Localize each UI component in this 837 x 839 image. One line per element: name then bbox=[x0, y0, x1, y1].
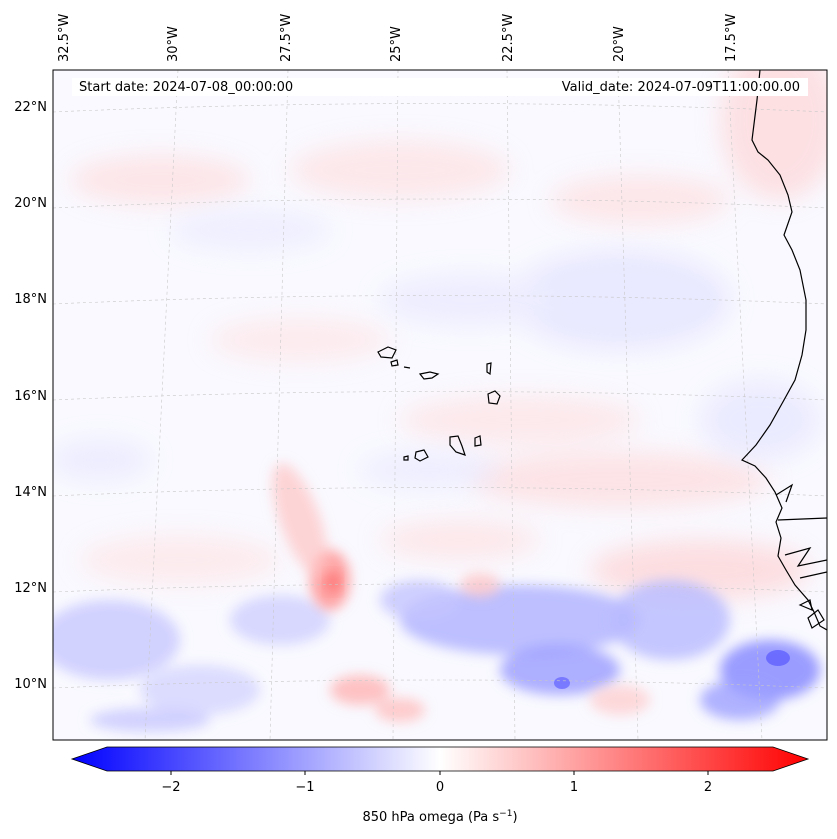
island-santo-antao bbox=[377, 346, 397, 359]
island-sao-vicente bbox=[390, 359, 399, 367]
colorbar: −2 −1 0 1 2 850 hPa omega (Pa s−1) bbox=[70, 746, 810, 825]
colorbar-tick-1: 1 bbox=[570, 780, 578, 795]
lon-label-25w: 25°W bbox=[389, 26, 404, 62]
lon-label-17-5w: 17.5°W bbox=[724, 14, 739, 62]
latitude-labels: 22°N 20°N 18°N 16°N 14°N 12°N 10°N bbox=[14, 100, 47, 692]
island-brava bbox=[403, 455, 409, 461]
lat-label-14n: 14°N bbox=[14, 485, 47, 500]
valid-date-label: Valid_date: 2024-07-09T11:00:00.00 bbox=[562, 80, 800, 95]
cape-verde-islands bbox=[377, 346, 501, 462]
start-date-label: Start date: 2024-07-08_00:00:00 bbox=[79, 80, 293, 95]
lat-label-22n: 22°N bbox=[14, 100, 47, 115]
colorbar-tick-2: 2 bbox=[704, 780, 712, 795]
colorbar-tick-neg1: −1 bbox=[295, 780, 314, 795]
lat-label-20n: 20°N bbox=[14, 196, 47, 211]
lon-label-20w: 20°W bbox=[612, 26, 627, 62]
lat-label-10n: 10°N bbox=[14, 677, 47, 692]
colorbar-body bbox=[70, 746, 810, 772]
graticule bbox=[53, 70, 827, 740]
lon-label-27-5w: 27.5°W bbox=[279, 14, 294, 62]
longitude-labels: 32.5°W 30°W 27.5°W 25°W 22.5°W 20°W 17.5… bbox=[57, 14, 739, 62]
island-boa-vista bbox=[487, 390, 501, 405]
header-box bbox=[72, 78, 808, 96]
west-african-coast bbox=[740, 70, 827, 631]
island-sal bbox=[486, 362, 492, 376]
lon-label-30w: 30°W bbox=[166, 26, 181, 62]
map-panel: Start date: 2024-07-08_00:00:00 Valid_da… bbox=[52, 69, 828, 741]
island-sao-nicolau bbox=[418, 371, 440, 380]
coastline bbox=[740, 70, 827, 631]
colorbar-label: 850 hPa omega (Pa s−1) bbox=[362, 809, 517, 825]
island-fogo bbox=[414, 449, 429, 462]
lat-label-18n: 18°N bbox=[14, 292, 47, 307]
lon-label-22-5w: 22.5°W bbox=[501, 14, 516, 62]
lon-label-32-5w: 32.5°W bbox=[57, 14, 72, 62]
lat-label-16n: 16°N bbox=[14, 389, 47, 404]
lat-label-12n: 12°N bbox=[14, 581, 47, 596]
island-santiago bbox=[449, 435, 466, 456]
island-maio bbox=[474, 435, 482, 447]
omega-field bbox=[53, 70, 827, 732]
colorbar-tick-neg2: −2 bbox=[161, 780, 180, 795]
colorbar-tick-0: 0 bbox=[436, 780, 444, 795]
island-santa-luzia bbox=[403, 366, 411, 369]
map-frame bbox=[52, 69, 828, 741]
